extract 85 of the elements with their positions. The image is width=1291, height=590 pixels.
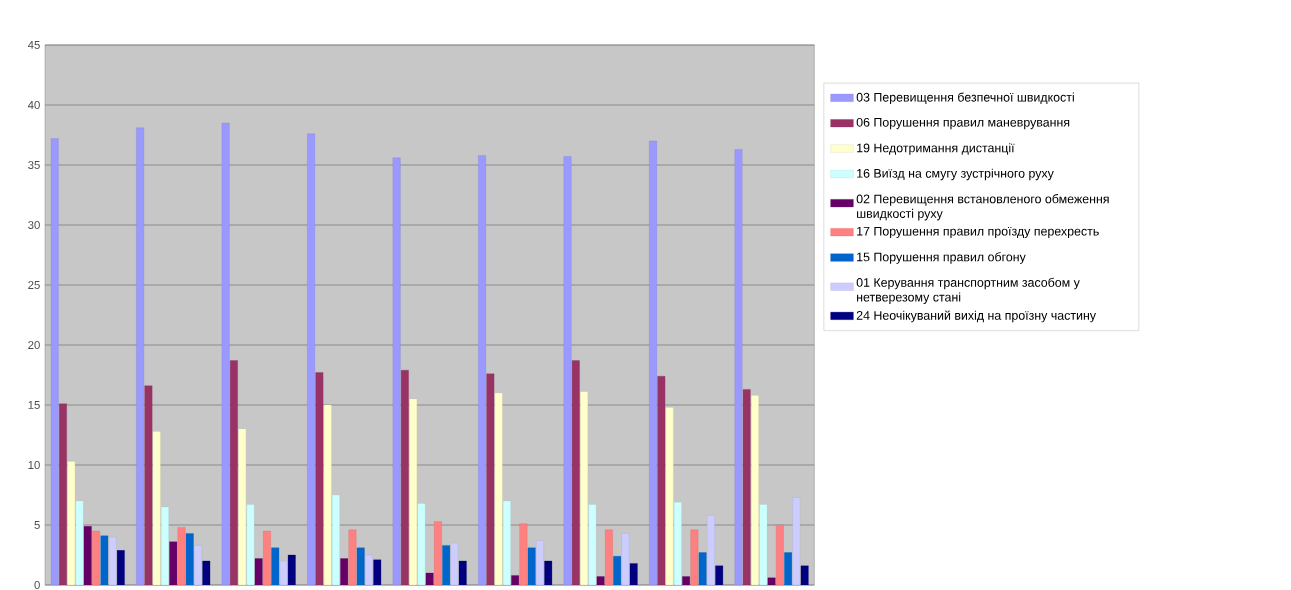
legend-label: 06 Порушення правил маневрування [856, 117, 1070, 130]
y-tick-label: 40 [27, 101, 40, 110]
bar [544, 560, 553, 585]
bar [230, 360, 238, 585]
bar [425, 572, 434, 585]
bar [629, 563, 638, 585]
legend-label: 24 Неочікуваний вихід на проїзну частину [856, 310, 1096, 323]
bar [434, 521, 442, 585]
bar [775, 524, 784, 585]
bar [365, 554, 373, 585]
y-tick-label: 15 [28, 401, 40, 409]
bar [246, 504, 255, 585]
bar [116, 550, 125, 585]
bar [682, 576, 690, 585]
bar [800, 565, 809, 585]
bar [792, 497, 801, 585]
bar [536, 540, 544, 585]
bar [673, 502, 682, 585]
bar [734, 149, 743, 585]
bar [287, 554, 296, 585]
bar [596, 576, 605, 585]
bar [185, 533, 194, 585]
bar [348, 529, 357, 585]
bar [202, 560, 211, 585]
bar [332, 494, 340, 585]
bar [263, 530, 271, 585]
bar [417, 503, 426, 585]
bar [571, 360, 580, 585]
bar [279, 560, 288, 585]
legend-label: 16 Виїзд на смугу зустрічного руху [857, 168, 1054, 181]
legend-label: 03 Перевищення безпечної швидкості [856, 92, 1074, 105]
bar [563, 156, 572, 585]
bar [657, 376, 666, 585]
bar [527, 547, 536, 585]
bar [83, 526, 92, 585]
bar [605, 529, 613, 585]
bar [254, 558, 263, 585]
y-tick-label: 25 [28, 281, 40, 290]
bar [698, 552, 707, 585]
bar [511, 575, 520, 585]
bar [401, 370, 409, 585]
legend-label: 02 Перевищення встановленого обмеження швидкості руху [856, 194, 1109, 221]
bar [194, 545, 202, 585]
bar [784, 552, 792, 585]
bar [108, 536, 117, 585]
bar [100, 535, 109, 585]
bar [59, 403, 67, 585]
legend-label: 01 Керування транспортним засобом у нетверезому стані [856, 277, 1080, 304]
y-tick-label: 20 [28, 341, 40, 350]
y-tick-label: 0 [34, 581, 40, 590]
bar [271, 547, 280, 585]
bar [169, 541, 178, 585]
legend-label: 15 Порушення правил обгону [857, 252, 1026, 264]
y-tick-label: 5 [34, 521, 40, 529]
bar [486, 373, 495, 585]
bar [588, 504, 597, 585]
bar [613, 556, 622, 585]
bar [356, 547, 365, 585]
bar [315, 372, 324, 585]
bar [742, 389, 751, 585]
bar [621, 533, 630, 585]
bar [177, 527, 186, 585]
y-tick-label: 10 [28, 461, 40, 470]
bar [767, 577, 776, 585]
bar [161, 506, 169, 585]
y-tick-label: 30 [28, 221, 40, 230]
bar [373, 559, 382, 585]
bar [519, 523, 528, 585]
legend-label: 19 Недотримання дистанції [857, 143, 1015, 155]
bar [759, 504, 768, 585]
bar [715, 565, 724, 585]
bar [92, 530, 100, 585]
y-tick-label: 35 [28, 161, 40, 170]
bar [690, 529, 699, 585]
bar [442, 545, 451, 585]
bar [144, 385, 153, 585]
bar [75, 500, 84, 585]
bar [707, 515, 715, 585]
bar [450, 542, 459, 585]
bar [503, 500, 511, 585]
bar [665, 407, 674, 585]
y-tick-label: 45 [27, 41, 40, 49]
legend-label: 17 Порушення правил проїзду перехресть [857, 226, 1099, 239]
bar [340, 558, 349, 585]
bar [458, 560, 467, 585]
